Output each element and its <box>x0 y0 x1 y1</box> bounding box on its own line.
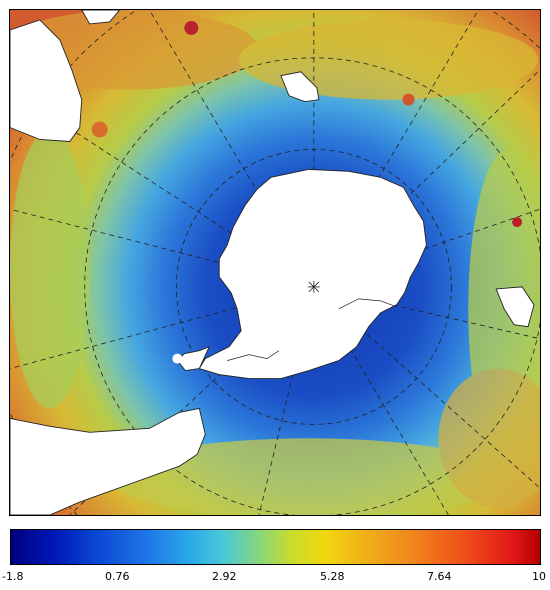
africa-landmass <box>10 19 83 142</box>
island <box>172 353 183 364</box>
ice-shelf-outline <box>227 298 397 361</box>
colorbar-tick-label: 0.76 <box>105 570 130 583</box>
south-america-landmass <box>10 407 206 515</box>
colorbar-tick-label: -1.8 <box>2 570 24 583</box>
colorbar <box>10 529 541 565</box>
new-zealand-landmass <box>495 286 535 328</box>
colorbar-tick-label: 7.64 <box>427 570 452 583</box>
colorbar-tick-label: 5.28 <box>320 570 345 583</box>
top-left-landmass <box>81 10 121 25</box>
colorbar-tick-label: 2.92 <box>212 570 237 583</box>
kerguelen-island <box>280 71 320 103</box>
colorbar-tick-label: 10 <box>532 570 546 583</box>
antarctica-landmass <box>198 168 427 379</box>
antarctic-peninsula <box>176 345 211 372</box>
south-pole-marker <box>307 280 320 293</box>
ocean-temperature-map <box>10 10 540 515</box>
map-panel <box>9 9 541 516</box>
